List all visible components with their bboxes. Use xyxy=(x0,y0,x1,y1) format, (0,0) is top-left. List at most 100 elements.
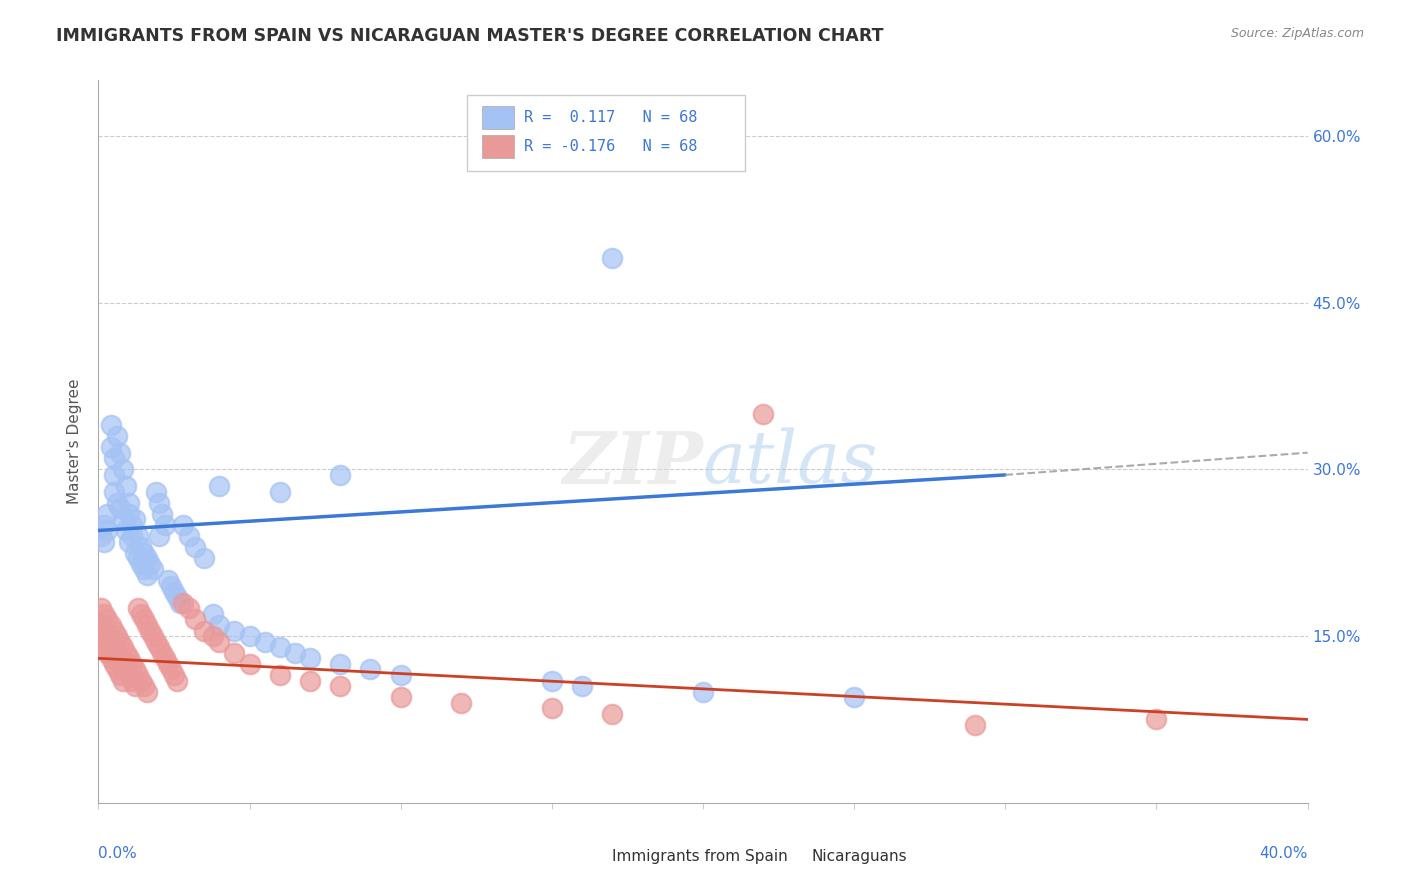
Point xyxy=(450,696,472,710)
Point xyxy=(127,668,149,682)
Text: IMMIGRANTS FROM SPAIN VS NICARAGUAN MASTER'S DEGREE CORRELATION CHART: IMMIGRANTS FROM SPAIN VS NICARAGUAN MAST… xyxy=(56,27,884,45)
Point xyxy=(100,651,122,665)
Point xyxy=(153,651,176,665)
Point xyxy=(118,668,141,682)
Point xyxy=(208,479,231,493)
Point xyxy=(96,646,118,660)
Point xyxy=(124,512,146,526)
Point xyxy=(132,612,155,626)
Point xyxy=(132,546,155,560)
Point xyxy=(90,601,112,615)
Point xyxy=(129,540,152,554)
Point xyxy=(132,679,155,693)
Point xyxy=(269,668,291,682)
Point xyxy=(121,657,143,671)
Point xyxy=(172,596,194,610)
Point xyxy=(103,484,125,499)
Point xyxy=(124,546,146,560)
Point xyxy=(239,657,262,671)
Point xyxy=(114,524,136,538)
Point xyxy=(208,618,231,632)
Point xyxy=(124,662,146,676)
Point xyxy=(139,557,162,571)
Point xyxy=(93,607,115,621)
Point xyxy=(153,517,176,532)
Point xyxy=(193,551,215,566)
Point xyxy=(135,618,157,632)
Point xyxy=(96,507,118,521)
Point xyxy=(150,646,173,660)
Point xyxy=(100,634,122,648)
Point xyxy=(132,562,155,576)
Point xyxy=(129,607,152,621)
Point xyxy=(239,629,262,643)
Point xyxy=(90,634,112,648)
Text: R =  0.117   N = 68: R = 0.117 N = 68 xyxy=(524,111,697,126)
Point xyxy=(135,684,157,698)
Text: Source: ZipAtlas.com: Source: ZipAtlas.com xyxy=(1230,27,1364,40)
Point xyxy=(156,574,179,588)
Point xyxy=(752,407,775,421)
FancyBboxPatch shape xyxy=(780,849,804,869)
Point xyxy=(179,601,201,615)
FancyBboxPatch shape xyxy=(581,849,605,869)
Point xyxy=(142,562,165,576)
Point xyxy=(540,701,562,715)
Point xyxy=(389,668,412,682)
Point xyxy=(100,440,122,454)
Point xyxy=(103,467,125,482)
Point xyxy=(93,517,115,532)
Point xyxy=(127,601,149,615)
Point xyxy=(148,496,170,510)
Point xyxy=(145,634,167,648)
Point xyxy=(103,451,125,466)
Point xyxy=(169,596,191,610)
Point xyxy=(193,624,215,638)
Point xyxy=(299,673,322,688)
FancyBboxPatch shape xyxy=(467,95,745,170)
Point xyxy=(179,529,201,543)
Point xyxy=(105,662,128,676)
Point xyxy=(127,551,149,566)
Text: atlas: atlas xyxy=(703,428,879,499)
Point xyxy=(145,484,167,499)
Point xyxy=(202,629,225,643)
Point xyxy=(118,651,141,665)
Point xyxy=(114,646,136,660)
Point xyxy=(299,651,322,665)
Text: Nicaraguans: Nicaraguans xyxy=(811,849,907,864)
Point xyxy=(111,640,134,655)
Point xyxy=(93,624,115,638)
Point xyxy=(118,534,141,549)
Point xyxy=(329,679,352,693)
Point xyxy=(224,646,246,660)
Point xyxy=(253,634,276,648)
Point xyxy=(602,706,624,721)
Y-axis label: Master's Degree: Master's Degree xyxy=(67,379,83,504)
Point xyxy=(127,529,149,543)
Text: 40.0%: 40.0% xyxy=(1260,847,1308,861)
Text: Immigrants from Spain: Immigrants from Spain xyxy=(613,849,789,864)
Point xyxy=(202,607,225,621)
Point xyxy=(105,496,128,510)
Point xyxy=(571,679,593,693)
Point xyxy=(129,673,152,688)
Point xyxy=(108,668,131,682)
Point xyxy=(103,640,125,655)
Point xyxy=(184,540,207,554)
Point xyxy=(163,668,186,682)
Point xyxy=(111,462,134,476)
Point xyxy=(135,568,157,582)
Point xyxy=(284,646,307,660)
Point xyxy=(692,684,714,698)
Point xyxy=(105,429,128,443)
FancyBboxPatch shape xyxy=(482,106,515,129)
Point xyxy=(108,501,131,516)
Point xyxy=(172,517,194,532)
Point xyxy=(142,629,165,643)
Point xyxy=(163,584,186,599)
Point xyxy=(129,557,152,571)
Point xyxy=(118,496,141,510)
Point xyxy=(96,612,118,626)
Point xyxy=(103,624,125,638)
